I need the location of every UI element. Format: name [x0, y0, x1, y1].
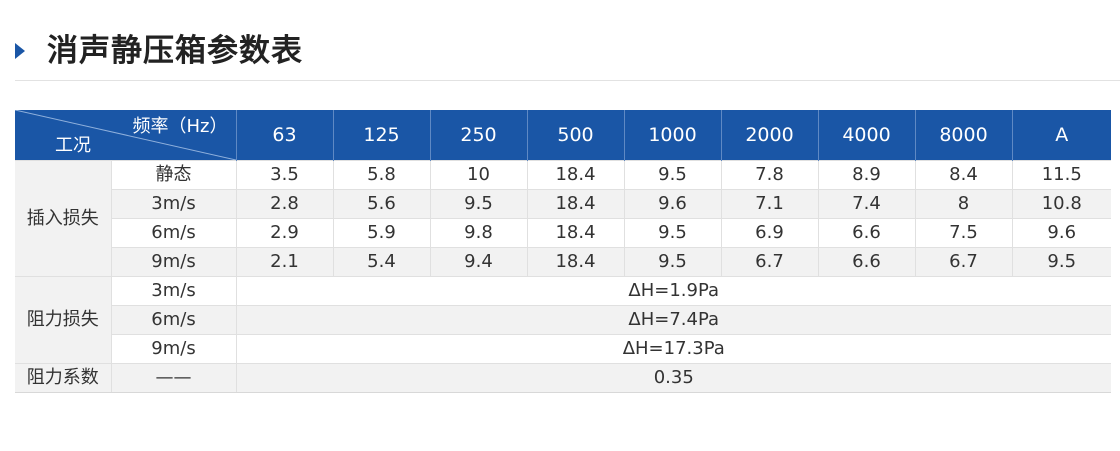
value-cell: 6.6: [817, 247, 915, 277]
merged-value-cell: ΔH=1.9Pa: [235, 276, 1111, 306]
value-cell: 5.4: [332, 247, 430, 277]
value-cell: 18.4: [526, 189, 624, 219]
table-row: 阻力损失 3m/s ΔH=1.9Pa: [15, 276, 1111, 364]
condition-cell: 3m/s: [110, 276, 236, 306]
value-cell: 9.6: [1011, 218, 1111, 248]
frequency-label: 频率（Hz）: [132, 116, 228, 137]
header-row: 频率（Hz） 工况 63 125 250 500 1000 2000 4000 …: [15, 110, 1111, 161]
condition-cell: 静态: [110, 160, 236, 190]
column-header: 1000: [623, 110, 721, 161]
value-cell: 5.8: [332, 160, 430, 190]
diagonal-line: [15, 110, 236, 160]
title-divider: [15, 80, 1120, 81]
value-cell: 8.4: [914, 160, 1012, 190]
condition-label: 工况: [55, 135, 91, 156]
merged-value-cell: 0.35: [235, 363, 1111, 393]
value-cell: 9.6: [623, 189, 721, 219]
value-cell: 9.5: [623, 160, 721, 190]
value-cell: 18.4: [526, 160, 624, 190]
merged-value-cell: ΔH=17.3Pa: [235, 334, 1111, 364]
value-cell: 7.4: [817, 189, 915, 219]
condition-cell: 6m/s: [110, 218, 236, 248]
value-cell: 9.5: [623, 218, 721, 248]
column-header: 250: [429, 110, 527, 161]
diagonal-header-cell: 频率（Hz） 工况: [15, 110, 236, 161]
value-cell: 6.9: [720, 218, 818, 248]
table-row: 9m/s ΔH=17.3Pa: [15, 334, 1111, 364]
condition-cell: 6m/s: [110, 305, 236, 335]
value-cell: 18.4: [526, 247, 624, 277]
value-cell: 5.6: [332, 189, 430, 219]
column-header: 500: [526, 110, 624, 161]
group-label-resistance-loss: 阻力损失: [15, 276, 111, 364]
condition-cell: 9m/s: [110, 247, 236, 277]
condition-cell: 9m/s: [110, 334, 236, 364]
value-cell: 9.5: [623, 247, 721, 277]
value-cell: 6.6: [817, 218, 915, 248]
value-cell: 7.1: [720, 189, 818, 219]
value-cell: 11.5: [1011, 160, 1111, 190]
value-cell: 8.9: [817, 160, 915, 190]
table-row: 插入损失 静态 3.5 5.8 10 18.4 9.5 7.8 8.9 8.4 …: [15, 160, 1111, 277]
value-cell: 10: [429, 160, 527, 190]
column-header: 4000: [817, 110, 915, 161]
table-row: 3m/s 2.8 5.6 9.5 18.4 9.6 7.1 7.4 8 10.8: [15, 189, 1111, 219]
title-bar: 消声静压箱参数表: [0, 0, 1120, 82]
value-cell: 6.7: [914, 247, 1012, 277]
page-title: 消声静压箱参数表: [47, 33, 303, 69]
column-header: 125: [332, 110, 430, 161]
value-cell: 18.4: [526, 218, 624, 248]
merged-value-cell: ΔH=7.4Pa: [235, 305, 1111, 335]
value-cell: 9.5: [429, 189, 527, 219]
value-cell: 9.8: [429, 218, 527, 248]
table-row: 9m/s 2.1 5.4 9.4 18.4 9.5 6.7 6.6 6.7 9.…: [15, 247, 1111, 277]
value-cell: 2.8: [235, 189, 333, 219]
group-label-insertion-loss: 插入损失: [15, 160, 111, 277]
column-header: 63: [235, 110, 333, 161]
group-label-resistance-coefficient: 阻力系数: [15, 363, 111, 393]
value-cell: 10.8: [1011, 189, 1111, 219]
value-cell: 3.5: [235, 160, 333, 190]
value-cell: 5.9: [332, 218, 430, 248]
value-cell: 9.4: [429, 247, 527, 277]
table-row: 6m/s ΔH=7.4Pa: [15, 305, 1111, 335]
column-header: 2000: [720, 110, 818, 161]
value-cell: 8: [914, 189, 1012, 219]
title-arrow-icon: [15, 43, 25, 59]
value-cell: 9.5: [1011, 247, 1111, 277]
condition-cell: 3m/s: [110, 189, 236, 219]
value-cell: 6.7: [720, 247, 818, 277]
condition-cell: ——: [110, 363, 236, 393]
value-cell: 7.8: [720, 160, 818, 190]
spec-table: 频率（Hz） 工况 63 125 250 500 1000 2000 4000 …: [15, 110, 1111, 393]
column-header: A: [1011, 110, 1111, 161]
table-row: 阻力系数 —— 0.35: [15, 363, 1111, 393]
column-header: 8000: [914, 110, 1012, 161]
value-cell: 7.5: [914, 218, 1012, 248]
value-cell: 2.9: [235, 218, 333, 248]
table-row: 6m/s 2.9 5.9 9.8 18.4 9.5 6.9 6.6 7.5 9.…: [15, 218, 1111, 248]
value-cell: 2.1: [235, 247, 333, 277]
